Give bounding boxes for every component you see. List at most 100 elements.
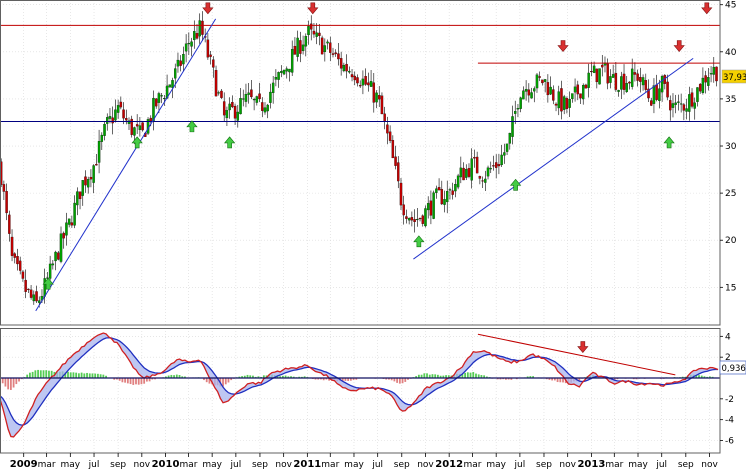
- candle-147: [399, 182, 403, 206]
- macd-hist-bar: [205, 378, 208, 383]
- candle-30: [81, 180, 84, 196]
- candle-57: [154, 98, 158, 107]
- indicator-gridlines: [0, 328, 720, 453]
- macd-hist-bar: [72, 372, 75, 378]
- candle-242: [658, 88, 661, 101]
- candle-18: [48, 263, 52, 279]
- macd-hist-bar: [165, 376, 167, 378]
- candle-60: [163, 98, 166, 100]
- candle-227: [617, 90, 620, 92]
- macd-hist-bar: [243, 375, 246, 378]
- candle-32: [86, 178, 90, 188]
- xtick-label-13: mar: [321, 460, 339, 469]
- candle-114: [310, 23, 313, 30]
- candle-49: [133, 127, 136, 136]
- candle-150: [407, 218, 411, 221]
- candle-194: [527, 89, 531, 96]
- candle-2: [5, 191, 8, 214]
- candle-172: [467, 168, 471, 177]
- candle-31: [84, 176, 87, 186]
- xtick-label-16: sep: [394, 460, 410, 469]
- macd-hist-bar: [145, 378, 148, 382]
- candle-199: [541, 79, 544, 84]
- macd-hist-bar: [578, 378, 581, 382]
- candle-105: [285, 68, 288, 72]
- macd-hist-bar: [510, 378, 513, 380]
- candle-217: [590, 71, 593, 73]
- price-ytick-label-0: 15: [725, 283, 736, 293]
- candle-193: [524, 89, 528, 92]
- candle-259: [704, 75, 707, 83]
- price-panel-frame: [0, 0, 721, 326]
- macd-hist-bar: [173, 375, 175, 378]
- candle-263: [715, 66, 718, 82]
- macd-hist-bar: [257, 376, 260, 378]
- candle-233: [633, 72, 637, 75]
- candle-66: [179, 60, 182, 66]
- candle-19: [51, 263, 55, 266]
- candle-203: [552, 89, 555, 101]
- xtick-label-7: mar: [179, 460, 197, 469]
- candle-33: [89, 176, 93, 180]
- candle-131: [356, 77, 359, 84]
- candle-58: [157, 93, 161, 103]
- macd-hist-bar: [224, 378, 227, 385]
- candle-77: [209, 54, 212, 57]
- macd-hist-bar: [616, 378, 619, 380]
- candle-178: [484, 178, 487, 183]
- candle-248: [674, 102, 677, 105]
- candle-157: [426, 203, 430, 211]
- candle-116: [315, 32, 318, 37]
- candle-110: [299, 40, 302, 54]
- macd-hist-bar: [472, 372, 475, 378]
- macd-hist-bar: [469, 372, 472, 378]
- candle-28: [76, 191, 79, 206]
- macd-hist-bar: [423, 373, 426, 378]
- macd-hist-bar: [407, 378, 409, 380]
- candle-86: [233, 105, 237, 119]
- candle-179: [486, 167, 490, 177]
- candle-139: [378, 95, 381, 100]
- candle-81: [220, 90, 223, 98]
- xtick-label-19: mar: [463, 460, 481, 469]
- candle-146: [397, 162, 400, 182]
- candle-43: [116, 105, 120, 113]
- macd-hist-bar: [148, 378, 151, 382]
- candle-175: [475, 156, 479, 174]
- candle-239: [650, 100, 653, 106]
- macd-hist-bar: [34, 370, 37, 378]
- candle-94: [255, 96, 259, 103]
- macd-hist-bar: [75, 372, 78, 378]
- candle-168: [456, 175, 460, 188]
- candle-117: [318, 32, 321, 36]
- macd-hist-bar: [91, 373, 94, 378]
- candle-152: [413, 219, 416, 223]
- candle-173: [470, 158, 473, 181]
- candle-163: [443, 199, 446, 205]
- candle-220: [598, 68, 601, 85]
- candle-235: [639, 76, 642, 82]
- candle-262: [712, 66, 716, 75]
- candle-24: [65, 222, 68, 236]
- candle-41: [111, 117, 114, 124]
- candle-135: [367, 82, 370, 86]
- candle-123: [334, 52, 337, 55]
- candle-88: [239, 98, 242, 115]
- macd-hist-bar: [515, 378, 518, 380]
- macd-hist-bar: [31, 371, 34, 378]
- macd-hist-bar: [431, 374, 434, 378]
- macd-hist-bar: [396, 378, 399, 383]
- candle-63: [171, 80, 174, 88]
- candle-181: [492, 165, 495, 167]
- macd-hist-bar: [279, 376, 282, 378]
- candle-247: [671, 103, 675, 108]
- candle-156: [424, 208, 427, 227]
- macd-value-marker: 0,9362: [719, 360, 746, 375]
- candle-261: [709, 73, 713, 75]
- macd-hist-bar: [238, 376, 241, 378]
- candle-17: [46, 277, 49, 279]
- macd-hist-bar: [480, 375, 483, 378]
- candle-140: [380, 95, 384, 115]
- candle-42: [114, 109, 117, 121]
- sell-arrow-3: [673, 40, 685, 52]
